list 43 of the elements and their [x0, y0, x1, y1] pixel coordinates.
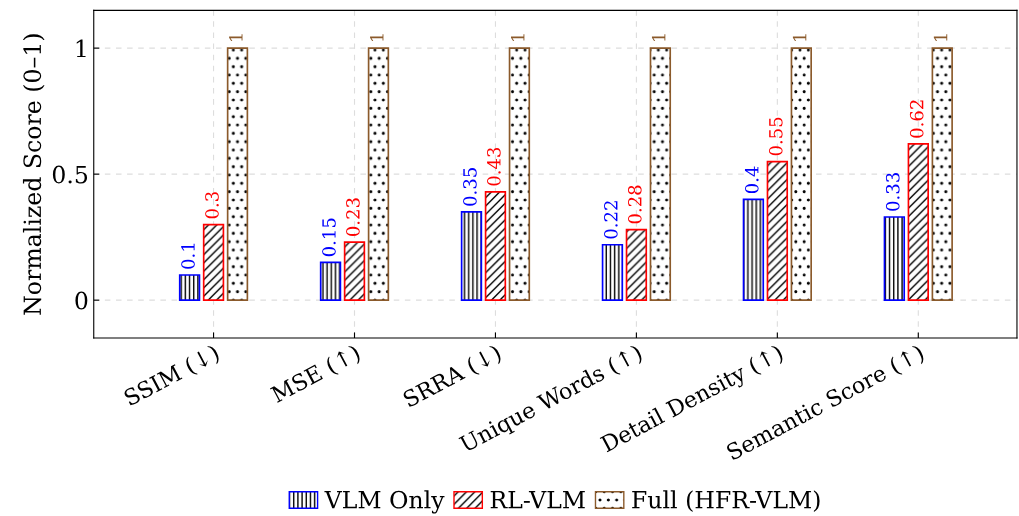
bar [319, 261, 342, 302]
data-label: 0.15 [322, 218, 336, 257]
bar [907, 143, 929, 302]
data-label: 0.55 [768, 117, 783, 156]
data-label: 0.22 [604, 201, 618, 239]
data-label: 0.43 [487, 147, 501, 186]
bar [226, 47, 249, 302]
bar [601, 243, 624, 302]
data-label: 0.62 [909, 100, 924, 138]
bar [202, 223, 225, 302]
data-label: 0.35 [463, 168, 477, 206]
bar [766, 160, 789, 302]
bar [367, 47, 390, 302]
bar [178, 274, 201, 302]
bar [931, 47, 953, 302]
data-label: 1 [651, 34, 666, 41]
data-label: 0.28 [627, 185, 642, 224]
y-tick-label: 1 [76, 39, 86, 58]
y-tick-label: 0.5 [52, 165, 88, 184]
bar [625, 228, 648, 302]
bar [649, 47, 672, 302]
data-label: 1 [229, 34, 243, 41]
data-label: 0.23 [346, 198, 360, 236]
data-label: 1 [792, 34, 807, 41]
y-axis-title: Normalized Score (0–1) [22, 34, 45, 315]
data-label: 1 [933, 34, 948, 41]
bar [343, 241, 366, 302]
bar [742, 198, 765, 302]
data-label: 0.3 [205, 192, 219, 219]
legend-label: RL-VLM [490, 491, 585, 509]
legend-label: Full (HFR-VLM) [632, 490, 820, 512]
bar [883, 216, 906, 302]
data-label: 0.4 [744, 166, 759, 194]
bar [460, 211, 483, 302]
data-label: 1 [510, 34, 525, 41]
data-label: 1 [370, 34, 384, 41]
data-label: 0.33 [885, 173, 900, 211]
bar [484, 190, 507, 302]
legend-label: VLM Only [324, 490, 445, 514]
data-label: 0.1 [181, 243, 195, 269]
y-tick-label: 0 [75, 291, 88, 310]
bar [790, 47, 813, 302]
bar [508, 47, 531, 302]
